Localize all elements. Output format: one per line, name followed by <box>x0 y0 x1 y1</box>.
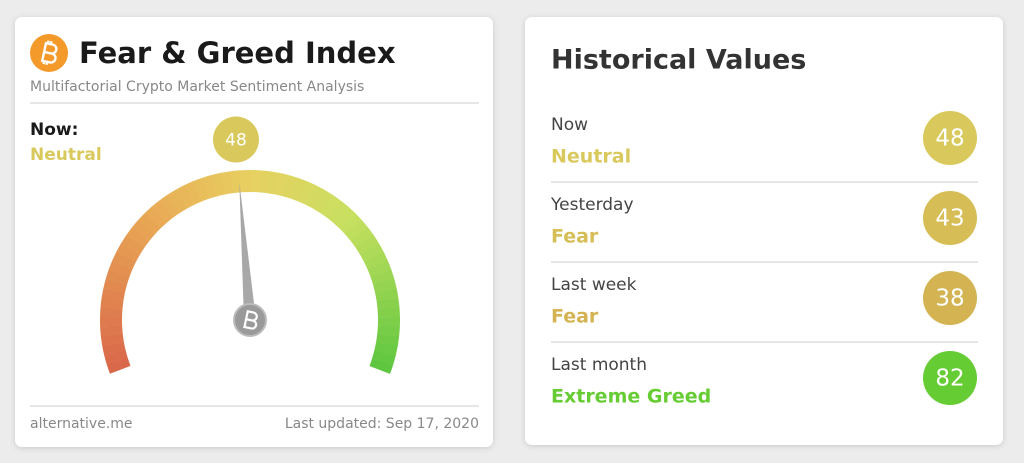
gauge-arc-segment <box>100 297 124 310</box>
value-text: 48 <box>935 126 964 152</box>
gauge-arc-segment <box>230 170 242 194</box>
gauge-arc-segment <box>305 185 325 209</box>
gauge-arc-segment <box>132 219 155 241</box>
gauge-arc-segment <box>145 206 167 229</box>
gauge-arc-segment <box>152 200 174 223</box>
gauge-arc-segment <box>333 206 356 229</box>
value-text: 38 <box>935 286 964 312</box>
history-rows: Now Neutral 48 Yesterday Fear 43 Last week Fear… <box>550 111 978 408</box>
gauge-arc-segment <box>339 212 362 235</box>
gauge-arc-segment <box>320 194 341 218</box>
gauge-arc-segment <box>159 194 180 218</box>
gauge-arc-segment <box>121 234 145 255</box>
gauge-arc-segment <box>101 287 125 301</box>
history-card <box>525 17 1003 445</box>
gauge-arc-segment <box>240 169 251 193</box>
period: Yesterday <box>550 195 634 215</box>
gauge-arc-segment <box>103 278 128 293</box>
gauge-arc-segment <box>126 227 150 248</box>
gauge-arc-segment <box>290 177 307 202</box>
gauge-arc-segment <box>116 243 141 262</box>
gauge-arc-segment <box>202 174 218 199</box>
last-updated: Last updated: Sep 17, 2020 <box>285 416 479 432</box>
gauge-arc-segment <box>355 235 379 255</box>
gauge-arc-segment <box>99 316 123 327</box>
now-label: Now: <box>30 120 78 140</box>
history-title: Historical Values <box>551 45 806 76</box>
gauge-arc-segment <box>102 341 126 356</box>
needle <box>239 182 256 321</box>
value-text: 43 <box>935 206 964 232</box>
gauge-arc-segment <box>345 219 368 241</box>
gauge-arc-segment <box>376 297 400 310</box>
gauge-arc-segment <box>211 172 226 197</box>
gauge-arc-segment <box>282 174 298 199</box>
gauge-arc-segment <box>138 212 161 235</box>
period: Last week <box>551 275 637 295</box>
period: Now <box>551 115 588 135</box>
now-classification: Neutral <box>30 145 102 165</box>
gauge-arc-segment <box>104 349 128 365</box>
gauge-arc-segment <box>298 181 316 205</box>
gauge-arc-segment <box>370 269 395 285</box>
value-circle <box>923 111 977 165</box>
gauge-arc-segment <box>105 269 130 285</box>
subtitle: Multifactorial Crypto Market Sentiment A… <box>30 79 364 95</box>
title: Fear & Greed Index <box>79 36 396 70</box>
gauge-arc-segment <box>193 177 210 202</box>
gauge-arc-segment <box>250 170 260 193</box>
value-bubble <box>212 116 259 163</box>
gauge-arc-segment <box>375 288 399 302</box>
gauge-arc-segment <box>350 227 374 248</box>
gauge-arc-segment <box>374 342 398 356</box>
gauge-arc-segment <box>184 181 202 205</box>
value-text: 48 <box>225 131 247 151</box>
gauge-arc-segment <box>100 325 123 337</box>
classification: Fear <box>551 226 599 248</box>
gauge-arc-segment <box>175 184 195 209</box>
period: Last month <box>551 355 647 375</box>
gauge-arc-segment <box>377 325 400 337</box>
bitcoin-logo <box>30 34 68 72</box>
gauge-arc-segment <box>112 251 137 270</box>
value-text: 82 <box>935 366 964 392</box>
gauge-arc-segment <box>258 170 270 194</box>
gauge-arc-segment <box>274 172 289 197</box>
value-circle <box>923 271 977 325</box>
gauge-arc-segment <box>313 189 333 214</box>
gauge-arc-segment <box>100 333 124 346</box>
value-circle <box>923 191 977 245</box>
gauge-arc-segment <box>327 200 348 224</box>
gauge-arc-segment <box>108 260 133 277</box>
gauge-arc-segment <box>100 306 123 318</box>
gauge-arc-segment <box>377 307 400 318</box>
hub-logo <box>243 310 258 330</box>
classification: Extreme Greed <box>551 386 711 408</box>
index-card <box>15 17 493 447</box>
gauge-arc-segment <box>221 171 234 195</box>
source: alternative.me <box>30 416 133 432</box>
gauge-arc-segment <box>359 243 384 262</box>
classification: Fear <box>551 306 599 328</box>
gauge-arc-segment <box>367 260 392 278</box>
gauge-arc-segment <box>372 350 396 365</box>
value-circle <box>923 351 977 405</box>
gauge-arc-segment <box>106 357 131 374</box>
gauge-arc-segment <box>376 333 400 346</box>
gauge: 48 <box>99 116 400 374</box>
gauge-arc-segment <box>167 189 187 214</box>
classification: Neutral <box>551 146 631 168</box>
gauge-arc-segment <box>369 358 394 374</box>
gauge-arc-segment <box>377 316 400 327</box>
gauge-arc-segment <box>363 251 388 270</box>
